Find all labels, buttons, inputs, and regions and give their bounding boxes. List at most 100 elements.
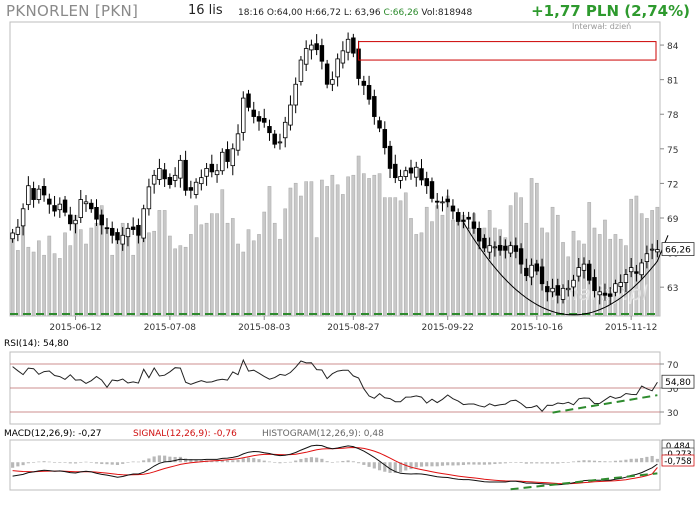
candle-body	[382, 129, 388, 149]
histogram-bar	[267, 461, 272, 463]
macd-panel: MACD(12,26,9): -0,27 SIGNAL(12,26,9): -0,…	[4, 429, 695, 491]
macd-trend-line	[510, 472, 658, 491]
candle-body	[440, 201, 445, 204]
volume-bar	[194, 205, 198, 317]
candle-body	[26, 185, 31, 206]
histogram-bar	[398, 462, 403, 473]
candle-body	[424, 178, 429, 187]
volume-bar	[42, 254, 46, 317]
candle-body	[419, 168, 424, 181]
histogram-bar	[42, 461, 46, 463]
volume-bar	[236, 243, 240, 317]
candle-body	[309, 44, 314, 51]
volume-bar	[299, 195, 303, 317]
candle-body	[639, 262, 644, 276]
candle-body	[634, 271, 639, 274]
rsi-trend-line	[552, 394, 658, 414]
candle-body	[68, 214, 73, 225]
histogram-bar	[304, 457, 308, 463]
histogram-bar	[634, 458, 638, 463]
candle-body	[162, 169, 167, 180]
candle-body	[555, 285, 561, 296]
candle-body	[345, 38, 351, 53]
volume-bar	[57, 258, 62, 317]
histogram-bar	[404, 462, 408, 471]
candle-body	[178, 159, 183, 179]
histogram-bar	[231, 460, 235, 463]
histogram-bar	[79, 462, 83, 463]
last-price-box	[661, 242, 695, 256]
histogram-bar	[320, 458, 324, 463]
ticker-symbol: PKNORLEN [PKN]	[6, 2, 139, 20]
histogram-bar	[252, 458, 256, 463]
volume-bar	[272, 222, 277, 317]
volume-bar	[409, 218, 413, 317]
candle-body	[508, 245, 513, 254]
candle-body	[361, 80, 367, 86]
histogram-bar	[84, 461, 88, 463]
volume-bar	[10, 232, 15, 317]
rsi-tick-label: 30	[667, 409, 679, 419]
histogram-bar	[215, 461, 219, 463]
candle-body	[314, 43, 319, 51]
volume-bar	[430, 221, 434, 317]
volume-bar	[388, 197, 392, 317]
histogram-bar	[278, 462, 282, 464]
histogram-bar	[629, 458, 633, 463]
candle-body	[172, 174, 178, 181]
candle-body	[466, 216, 471, 220]
volume-bar	[314, 237, 319, 317]
rsi-line	[12, 358, 658, 412]
histogram-bar	[561, 462, 565, 463]
volume-bar	[414, 234, 419, 317]
date-tick-label: 2015-11-12	[605, 323, 657, 333]
histogram-bar	[94, 462, 99, 464]
volume-bar	[21, 226, 25, 317]
candle-body	[214, 170, 220, 176]
histogram-bar	[115, 462, 120, 465]
histogram-bar	[16, 462, 20, 467]
candle-body	[414, 166, 419, 178]
candle-body	[246, 93, 251, 108]
candle-body	[607, 293, 613, 297]
histogram-bar	[52, 462, 57, 463]
histogram-bar	[163, 455, 167, 463]
candle-body	[471, 221, 477, 229]
candle-body	[109, 227, 115, 236]
volume-bar	[582, 243, 586, 317]
volume-bar	[115, 238, 120, 317]
rsi-title: RSI(14): 54,80	[4, 339, 69, 349]
volume-bar	[105, 227, 109, 317]
candle-body	[94, 206, 99, 220]
volume-bar	[262, 211, 267, 317]
volume-bar	[136, 235, 141, 317]
candle-body	[372, 96, 377, 117]
macd-value-label: -0,758	[664, 457, 691, 467]
candle-body	[503, 245, 508, 251]
candle-body	[89, 202, 94, 210]
histogram-bar	[32, 462, 36, 463]
candle-body	[293, 83, 298, 106]
volume-bar	[157, 210, 162, 317]
candle-body	[125, 227, 131, 238]
volume-bar	[37, 240, 41, 317]
volume-bar	[52, 253, 57, 317]
histogram-bar	[283, 462, 287, 463]
candle-body	[282, 121, 288, 139]
price-tick-label: 63	[667, 284, 678, 294]
histogram-bar	[650, 455, 654, 463]
price-tick-label: 81	[667, 77, 678, 87]
signal-title: SIGNAL(12,26,9): -0,76	[133, 429, 237, 439]
histogram-bar	[619, 460, 623, 463]
candle-body	[613, 283, 618, 293]
volume-bar	[267, 186, 272, 317]
rsi-panel: RSI(14): 54,80 70 50 30 54,80	[4, 339, 695, 425]
volume-bar	[461, 214, 466, 317]
histogram-bar	[498, 462, 502, 464]
candle-body	[497, 245, 503, 251]
candle-body	[303, 48, 309, 65]
candle-body	[335, 58, 340, 78]
histogram-bar	[582, 460, 586, 463]
candle-body	[193, 181, 199, 195]
candlesticks	[10, 32, 660, 305]
